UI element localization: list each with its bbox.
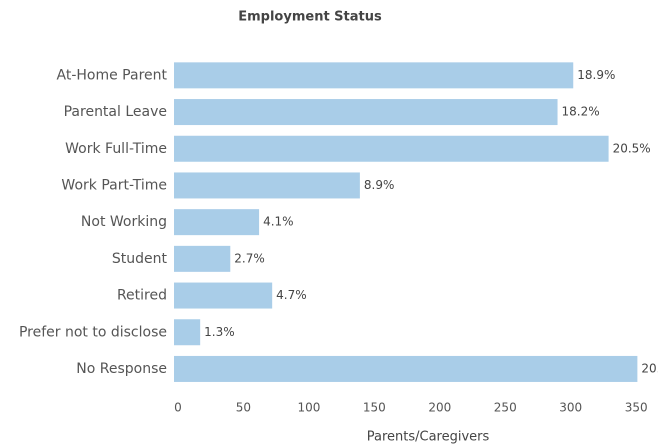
y-tick-label: At-Home Parent: [57, 67, 168, 83]
y-tick-label: Retired: [117, 288, 167, 304]
y-tick-label: Work Full-Time: [65, 141, 167, 157]
x-tick-label: 150: [363, 401, 386, 415]
data-label: 4.7%: [276, 288, 307, 302]
bar: [174, 135, 609, 162]
bar: [174, 62, 574, 89]
data-label: 4.1%: [263, 215, 294, 229]
data-label: 18.2%: [562, 105, 600, 119]
y-tick-label: Prefer not to disclose: [19, 324, 167, 340]
x-axis-label: Parents/Caregivers: [367, 430, 490, 445]
bar: [174, 319, 201, 346]
x-tick-label: 200: [428, 401, 451, 415]
y-tick-label: No Response: [76, 361, 167, 377]
chart-title: Employment Status: [238, 10, 382, 25]
data-label: 20.7%: [641, 361, 658, 375]
data-label: 8.9%: [364, 178, 395, 192]
y-tick-label: Parental Leave: [64, 104, 167, 120]
x-tick-label: 100: [297, 401, 320, 415]
data-label: 18.9%: [577, 68, 615, 82]
bar: [174, 355, 638, 382]
x-tick-label: 50: [236, 401, 251, 415]
bar: [174, 282, 273, 309]
x-tick-label: 350: [625, 401, 648, 415]
bar: [174, 209, 260, 236]
x-tick-label: 250: [494, 401, 517, 415]
y-tick-label: Work Part-Time: [61, 177, 167, 193]
x-tick-label: 0: [174, 401, 182, 415]
data-label: 1.3%: [204, 325, 235, 339]
data-label: 2.7%: [234, 251, 264, 265]
bar: [174, 245, 231, 272]
y-tick-label: Student: [112, 251, 168, 267]
data-label: 20.5%: [613, 141, 651, 155]
bar: [174, 99, 558, 126]
x-tick-label: 300: [559, 401, 582, 415]
bar: [174, 172, 360, 199]
y-tick-label: Not Working: [81, 214, 167, 230]
